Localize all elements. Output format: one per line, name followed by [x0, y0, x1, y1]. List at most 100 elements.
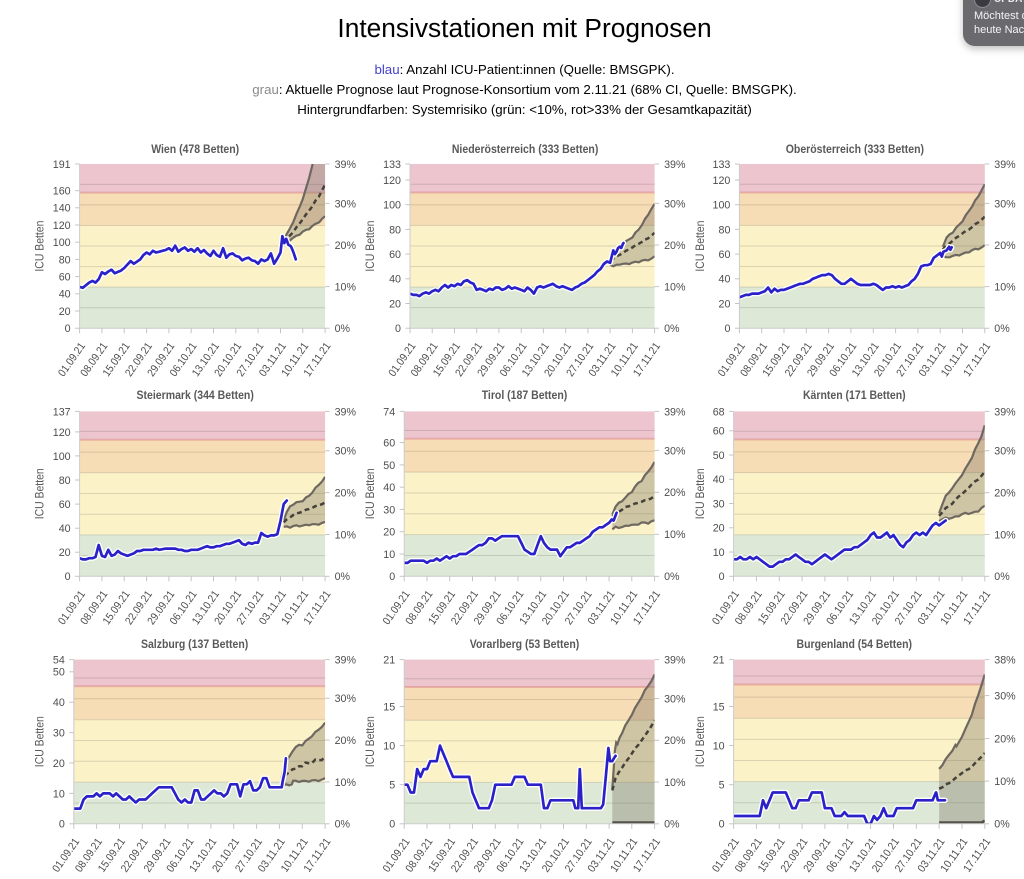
svg-text:54: 54: [53, 655, 65, 667]
svg-text:Burgenland (54 Betten): Burgenland (54 Betten): [797, 637, 913, 651]
svg-text:137: 137: [53, 406, 71, 418]
svg-text:ICU Betten: ICU Betten: [33, 716, 47, 767]
svg-text:30%: 30%: [994, 198, 1016, 210]
svg-text:10: 10: [53, 788, 65, 800]
svg-text:21: 21: [383, 655, 395, 667]
svg-text:60: 60: [719, 249, 731, 261]
svg-text:ICU Betten: ICU Betten: [33, 468, 47, 519]
svg-text:20: 20: [383, 527, 395, 539]
svg-text:ICU Betten: ICU Betten: [693, 716, 707, 767]
svg-text:20: 20: [53, 758, 65, 770]
svg-text:0%: 0%: [335, 323, 351, 335]
svg-text:60: 60: [713, 426, 725, 438]
svg-text:15: 15: [383, 701, 395, 713]
svg-text:30%: 30%: [335, 446, 357, 458]
svg-text:38%: 38%: [994, 655, 1016, 667]
svg-text:60: 60: [59, 272, 71, 284]
svg-text:10: 10: [383, 741, 395, 753]
svg-text:0%: 0%: [664, 571, 680, 583]
svg-text:20%: 20%: [994, 733, 1016, 745]
svg-text:Wien (478 Betten): Wien (478 Betten): [151, 142, 239, 156]
svg-text:120: 120: [53, 427, 71, 439]
svg-text:100: 100: [53, 237, 71, 249]
svg-text:120: 120: [383, 175, 401, 187]
svg-text:60: 60: [389, 249, 401, 261]
svg-text:40: 40: [713, 474, 725, 486]
svg-text:30%: 30%: [994, 691, 1016, 703]
svg-text:10%: 10%: [335, 282, 357, 294]
svg-text:30%: 30%: [335, 198, 357, 210]
svg-text:39%: 39%: [664, 406, 686, 418]
svg-text:20%: 20%: [664, 240, 686, 252]
svg-text:Niederösterreich (333 Betten): Niederösterreich (333 Betten): [452, 142, 599, 156]
svg-text:20%: 20%: [664, 487, 686, 499]
svg-text:10%: 10%: [335, 529, 357, 541]
svg-text:40: 40: [59, 289, 71, 301]
svg-text:ICU Betten: ICU Betten: [33, 221, 47, 272]
svg-text:0: 0: [389, 571, 395, 583]
svg-text:191: 191: [53, 159, 71, 171]
svg-text:Oberösterreich (333 Betten): Oberösterreich (333 Betten): [786, 142, 924, 156]
svg-text:100: 100: [53, 451, 71, 463]
svg-text:0%: 0%: [994, 571, 1010, 583]
svg-text:10%: 10%: [994, 776, 1016, 788]
svg-text:Steiermark (344 Betten): Steiermark (344 Betten): [137, 388, 254, 402]
svg-text:Tirol (187 Betten): Tirol (187 Betten): [482, 388, 568, 402]
svg-text:120: 120: [53, 220, 71, 232]
svg-text:30%: 30%: [335, 693, 357, 705]
svg-text:100: 100: [383, 200, 401, 212]
svg-text:80: 80: [59, 254, 71, 266]
svg-text:39%: 39%: [664, 655, 686, 667]
svg-text:80: 80: [389, 224, 401, 236]
svg-text:160: 160: [53, 186, 71, 198]
svg-text:20%: 20%: [664, 735, 686, 747]
svg-text:40: 40: [383, 482, 395, 494]
svg-text:40: 40: [389, 274, 401, 286]
svg-text:ICU Betten: ICU Betten: [363, 716, 377, 767]
svg-text:ICU Betten: ICU Betten: [693, 468, 707, 519]
svg-text:Vorarlberg (53 Betten): Vorarlberg (53 Betten): [470, 637, 580, 651]
svg-text:0: 0: [65, 323, 71, 335]
svg-text:60: 60: [383, 438, 395, 450]
svg-text:20: 20: [59, 547, 71, 559]
svg-text:60: 60: [59, 499, 71, 511]
svg-text:10%: 10%: [335, 777, 357, 789]
svg-text:0%: 0%: [664, 819, 680, 831]
svg-text:40: 40: [719, 274, 731, 286]
svg-text:15: 15: [713, 701, 725, 713]
svg-text:0: 0: [719, 819, 725, 831]
svg-text:5: 5: [389, 780, 395, 792]
svg-text:30: 30: [383, 504, 395, 516]
svg-text:10%: 10%: [664, 282, 686, 294]
svg-text:10%: 10%: [664, 777, 686, 789]
svg-text:50: 50: [713, 450, 725, 462]
svg-text:20: 20: [389, 298, 401, 310]
svg-text:20: 20: [719, 298, 731, 310]
svg-text:10: 10: [383, 549, 395, 561]
svg-text:80: 80: [719, 224, 731, 236]
svg-text:50: 50: [53, 667, 65, 679]
svg-text:0%: 0%: [335, 819, 351, 831]
svg-text:0: 0: [59, 819, 65, 831]
svg-text:0: 0: [389, 819, 395, 831]
svg-text:39%: 39%: [664, 159, 686, 171]
svg-text:5: 5: [719, 780, 725, 792]
svg-text:30%: 30%: [664, 693, 686, 705]
svg-text:40: 40: [59, 523, 71, 535]
svg-text:30%: 30%: [664, 445, 686, 457]
svg-text:ICU Betten: ICU Betten: [363, 221, 377, 272]
svg-text:10: 10: [713, 547, 725, 559]
svg-text:0: 0: [724, 323, 730, 335]
svg-text:30: 30: [53, 728, 65, 740]
svg-text:0: 0: [65, 571, 71, 583]
svg-text:0%: 0%: [335, 571, 351, 583]
svg-text:20%: 20%: [335, 488, 357, 500]
svg-text:Kärnten (171 Betten): Kärnten (171 Betten): [803, 388, 906, 402]
svg-text:0: 0: [395, 323, 401, 335]
svg-text:120: 120: [713, 175, 731, 187]
svg-text:30%: 30%: [664, 198, 686, 210]
svg-text:39%: 39%: [335, 406, 357, 418]
svg-text:20: 20: [713, 523, 725, 535]
svg-text:20%: 20%: [335, 735, 357, 747]
svg-text:10%: 10%: [994, 282, 1016, 294]
